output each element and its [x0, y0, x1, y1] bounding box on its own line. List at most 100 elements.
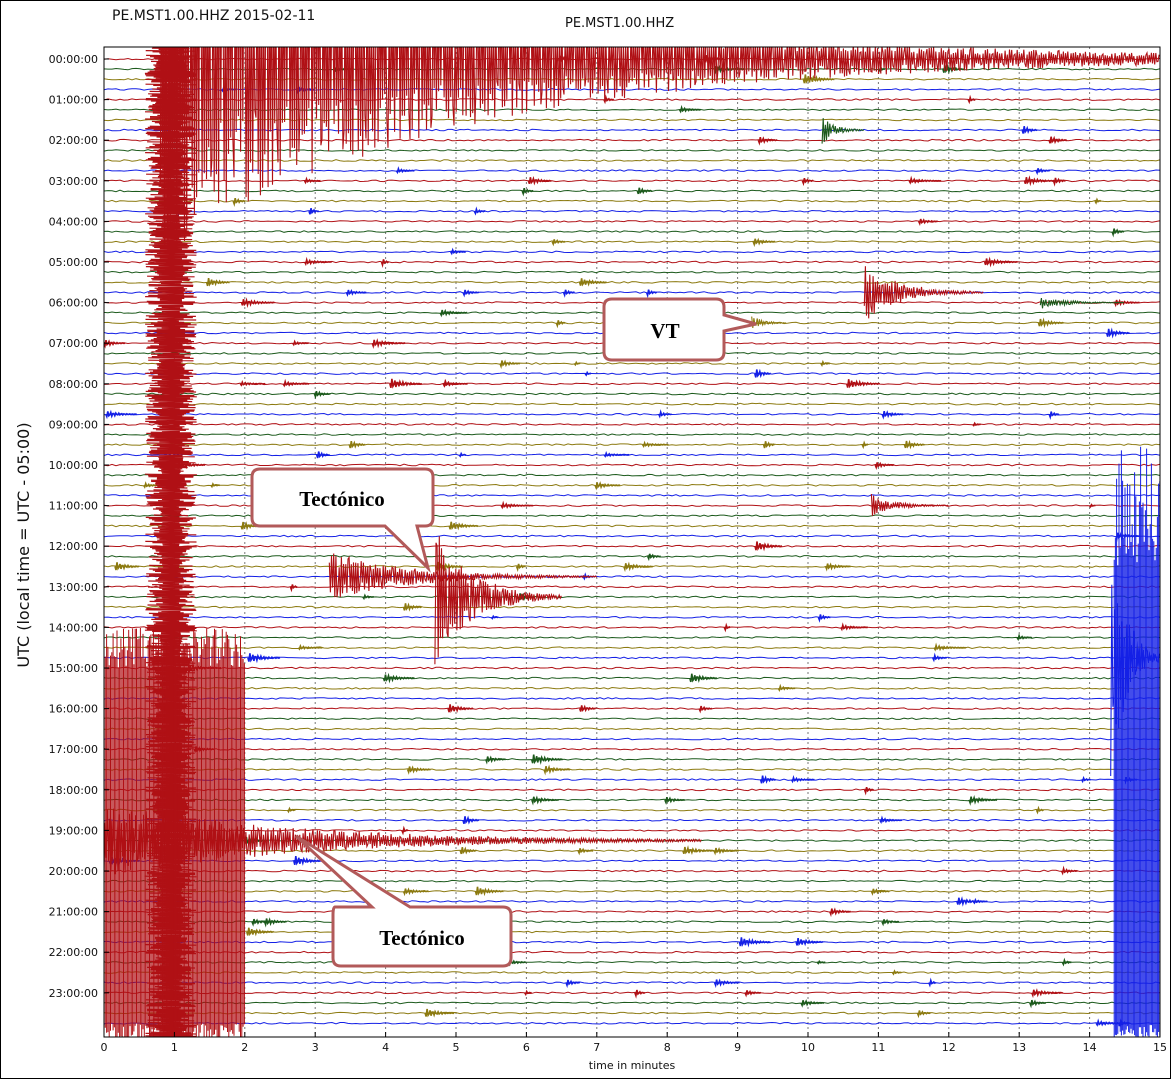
y-tick-label: 05:00:00: [49, 256, 98, 269]
event-mark: [448, 521, 479, 531]
trace-line: [104, 534, 1160, 538]
trace-line: [104, 788, 1160, 792]
plot-area-border: [103, 46, 1161, 1038]
event-mark: [713, 846, 740, 856]
event-mark: [584, 370, 592, 377]
event-mark: [816, 959, 826, 965]
x-axis-ticks: 0 1 2 3 4 5 6 7 8 9 10 11 12 13 14 15: [101, 1032, 1167, 1054]
trace-line: [104, 270, 1160, 274]
event-mark: [435, 561, 463, 572]
event-mark: [1037, 317, 1064, 329]
event-mark: [473, 206, 486, 216]
event-mark: [499, 359, 521, 370]
event-mark: [972, 421, 981, 427]
event-mark: [967, 94, 976, 105]
event-mark: [1023, 175, 1056, 187]
callout-tectonico-2-label: Tectónico: [379, 926, 465, 950]
event-mark: [406, 765, 431, 775]
event-mark: [759, 775, 776, 784]
x-tick-label: 10: [801, 1041, 815, 1054]
trace-line: [104, 636, 1160, 639]
event-mark: [246, 927, 274, 937]
event-mark: [820, 359, 831, 367]
event-mark: [555, 320, 566, 329]
event-mark: [303, 176, 321, 185]
event-mark: [490, 614, 499, 620]
event-mark: [870, 888, 890, 896]
y-tick-label: 20:00:00: [49, 865, 98, 878]
trace-line: [104, 717, 1160, 721]
y-tick-label: 08:00:00: [49, 378, 98, 391]
trace-line: [104, 595, 1160, 599]
trace-line: [104, 199, 1160, 203]
event-mark: [551, 239, 566, 247]
event-mark: [664, 796, 686, 805]
trace-line: [104, 362, 1160, 365]
event-mark: [380, 259, 389, 269]
event-mark: [713, 978, 740, 989]
event-mark: [362, 593, 375, 601]
event-mark: [641, 440, 669, 449]
event-mark: [829, 907, 852, 918]
trace-line: [104, 950, 1160, 954]
trace-line: [104, 666, 1160, 670]
major-event: [870, 493, 949, 516]
major-event: [328, 553, 598, 598]
event-mark: [1080, 775, 1091, 784]
event-mark: [462, 289, 480, 298]
event-mark: [573, 360, 581, 367]
event-mark: [881, 918, 900, 927]
x-tick-label: 14: [1083, 1041, 1097, 1054]
major-event: [104, 808, 702, 875]
event-mark: [1052, 177, 1066, 187]
y-tick-label: 22:00:00: [49, 946, 98, 959]
event-mark: [594, 481, 621, 491]
event-mark: [863, 786, 874, 796]
event-mark: [932, 652, 948, 663]
event-mark: [1060, 865, 1078, 876]
event-mark: [744, 989, 762, 998]
event-mark: [1031, 988, 1063, 999]
y-tick-label: 23:00:00: [49, 987, 98, 1000]
event-mark: [968, 794, 998, 806]
event-mark: [1061, 957, 1072, 967]
event-mark: [371, 338, 406, 349]
callout-tectonico-2: Tectónico: [294, 834, 513, 968]
x-axis-label: time in minutes: [589, 1059, 676, 1072]
event-mark: [565, 979, 581, 989]
event-mark: [754, 541, 783, 552]
event-mark: [762, 441, 775, 449]
callout-tectonico-1-box: [250, 467, 435, 573]
event-mark: [500, 500, 534, 510]
x-tick-label: 11: [871, 1041, 885, 1054]
x-tick-label: 9: [734, 1041, 741, 1054]
major-event: [159, 47, 1160, 253]
event-mark: [348, 440, 366, 449]
event-mark: [286, 806, 296, 814]
event-mark: [442, 379, 468, 388]
event-mark: [928, 977, 937, 988]
trace-line: [104, 240, 1160, 244]
coda-block: [104, 628, 245, 1037]
event-mark: [777, 683, 796, 693]
event-mark: [1088, 503, 1096, 509]
trace-line: [104, 423, 1160, 426]
trace-line: [104, 859, 1160, 863]
trace-line: [104, 230, 1160, 233]
event-mark: [439, 308, 468, 318]
event-mark: [577, 847, 594, 856]
trace-line: [104, 280, 1160, 284]
major-event: [434, 536, 562, 665]
trace-line: [104, 849, 1160, 853]
trace-line: [104, 433, 1160, 436]
y-tick-label: 10:00:00: [49, 459, 98, 472]
event-mark: [402, 887, 429, 897]
trace-line: [104, 869, 1160, 873]
event-mark: [282, 378, 310, 388]
trace-line: [104, 575, 1160, 578]
trace-line: [104, 656, 1160, 660]
event-mark: [251, 918, 269, 927]
major-event: [1039, 298, 1125, 309]
callout-tectonico-1: Tectónico: [250, 467, 435, 573]
